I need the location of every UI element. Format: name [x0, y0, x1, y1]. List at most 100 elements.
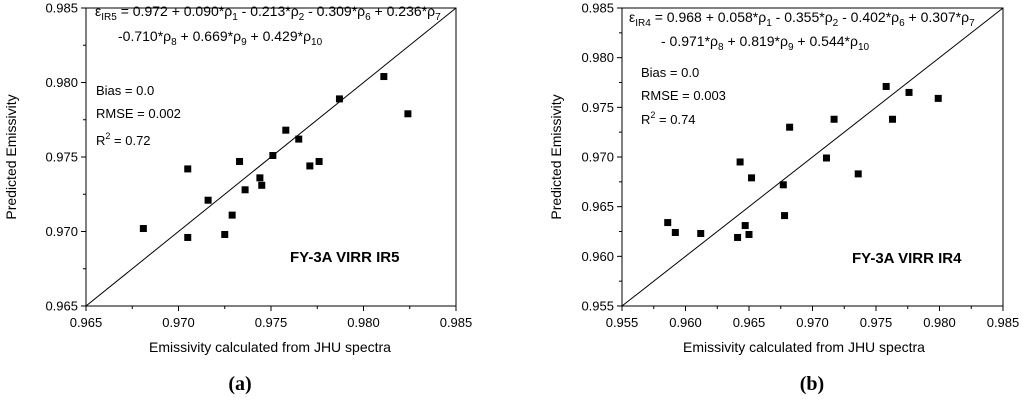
bias-stat: Bias = 0.0: [641, 65, 699, 80]
data-point: [256, 174, 264, 182]
y-tick-label: 0.985: [581, 1, 614, 16]
data-point: [404, 110, 412, 118]
data-point: [139, 225, 147, 233]
equation-term: + 0.429*ρ: [247, 28, 311, 44]
data-point: [741, 222, 749, 230]
x-tick-label: 0.985: [987, 315, 1020, 330]
x-tick-label: 0.975: [860, 315, 893, 330]
x-tick-label: 0.965: [733, 315, 766, 330]
data-point: [258, 181, 266, 189]
equation-subscript: 9: [241, 37, 247, 48]
r-squared-stat: R2 = 0.72: [96, 131, 151, 148]
regression-equation-line-2: -0.710*ρ8​ + 0.669*ρ9​ + 0.429*ρ10​: [118, 28, 323, 48]
data-point: [854, 170, 862, 178]
r2-value: = 0.74: [655, 112, 695, 127]
y-tick-label: 0.985: [45, 1, 78, 16]
x-tick-label: 0.985: [440, 315, 473, 330]
data-point: [306, 162, 314, 170]
y-axis-label: Predicted Emissivity: [548, 94, 564, 219]
data-point: [822, 154, 830, 162]
data-point: [781, 212, 789, 220]
y-tick-label: 0.965: [45, 299, 78, 314]
data-point: [882, 82, 890, 90]
equation-subscript: 6: [365, 12, 371, 23]
equation-term: - 0.213*ρ: [238, 3, 299, 19]
regression-equation-line-2: - 0.971*ρ8​ + 0.819*ρ9​ + 0.544*ρ10​: [661, 33, 869, 53]
y-tick-label: 0.980: [45, 75, 78, 90]
equation-term: + 0.307*ρ: [905, 9, 969, 25]
x-axis-label: Emissivity calculated from JHU spectra: [683, 339, 925, 355]
equation-term: -0.710*ρ: [118, 28, 171, 44]
y-tick-label: 0.975: [45, 150, 78, 165]
equation-subscript: 10: [858, 42, 870, 53]
data-point: [184, 233, 192, 241]
equation-term: + 0.819*ρ: [724, 33, 788, 49]
equation-term: - 0.971*ρ: [661, 33, 718, 49]
equation-subscript: 8: [171, 37, 177, 48]
data-point: [779, 181, 787, 189]
y-tick-label: 0.955: [581, 299, 614, 314]
x-tick-label: 0.970: [162, 315, 195, 330]
data-point: [236, 157, 244, 165]
r-squared-stat: R2 = 0.74: [641, 110, 696, 127]
data-point: [315, 157, 323, 165]
equation-symbol: ε: [95, 3, 101, 19]
data-point: [221, 230, 229, 238]
equation-symbol-subscript: IR4: [635, 18, 651, 29]
chart-panel-a: 0.965 0.970 0.975 0.980 0.985 0.965 0.970 0.975…: [3, 1, 472, 396]
data-point: [786, 123, 794, 131]
data-point: [295, 135, 303, 143]
equation-term: - 0.402*ρ: [838, 9, 899, 25]
equation-subscript: 8: [718, 42, 724, 53]
x-tick-label: 0.965: [70, 315, 103, 330]
bias-stat: Bias = 0.0: [96, 83, 154, 98]
equation-subscript: 2: [299, 12, 305, 23]
y-tick-label: 0.975: [581, 100, 614, 115]
equation-subscript: 7: [969, 18, 975, 29]
x-tick-label: 0.980: [347, 315, 380, 330]
data-point: [736, 158, 744, 166]
data-point: [671, 228, 679, 236]
data-point: [184, 165, 192, 173]
r2-value: = 0.72: [110, 133, 150, 148]
equation-term: - 0.309*ρ: [304, 3, 365, 19]
equation-term: + 0.236*ρ: [371, 3, 435, 19]
equation-subscript: 7: [435, 12, 441, 23]
y-tick-label: 0.970: [45, 224, 78, 239]
equation-term: = 0.972 + 0.090*ρ: [117, 3, 232, 19]
data-point: [269, 152, 277, 160]
data-point: [889, 115, 897, 123]
r2-superscript: 2: [650, 110, 655, 120]
x-tick-label: 0.970: [796, 315, 829, 330]
rmse-stat: RMSE = 0.002: [96, 106, 181, 121]
x-tick-label: 0.980: [923, 315, 956, 330]
data-point: [830, 115, 838, 123]
data-point: [697, 229, 705, 237]
equation-subscript: 2: [833, 18, 839, 29]
data-point: [228, 211, 236, 219]
equation-subscript: 1: [232, 12, 238, 23]
equation-term: = 0.968 + 0.058*ρ: [651, 9, 766, 25]
x-tick-label: 0.975: [255, 315, 288, 330]
x-axis-label: Emissivity calculated from JHU spectra: [149, 339, 391, 355]
data-point: [380, 73, 388, 81]
data-point: [934, 94, 942, 102]
data-point: [282, 126, 290, 134]
regression-equation-line-1: εIR4​ = 0.968 + 0.058*ρ1​ - 0.355*ρ2​ - …: [629, 9, 975, 29]
sensor-annotation: FY-3A VIRR IR5: [290, 249, 399, 266]
y-axis-label: Predicted Emissivity: [3, 94, 19, 219]
data-point: [748, 174, 756, 182]
chart-panel-b: 0.955 0.960 0.965 0.970 0.975 0.980 0.985 0.955…: [548, 1, 1019, 396]
reference-line: [621, 7, 1004, 307]
equation-subscript: 10: [311, 37, 323, 48]
data-point: [335, 95, 343, 103]
data-point: [905, 88, 913, 96]
equation-symbol: ε: [629, 9, 635, 25]
y-tick-label: 0.960: [581, 249, 614, 264]
y-tick-label: 0.965: [581, 199, 614, 214]
y-tick-label: 0.970: [581, 150, 614, 165]
panel-label: (a): [228, 373, 251, 395]
panel-label: (b): [800, 373, 824, 395]
equation-term: + 0.669*ρ: [177, 28, 241, 44]
r2-letter: R: [96, 133, 105, 148]
